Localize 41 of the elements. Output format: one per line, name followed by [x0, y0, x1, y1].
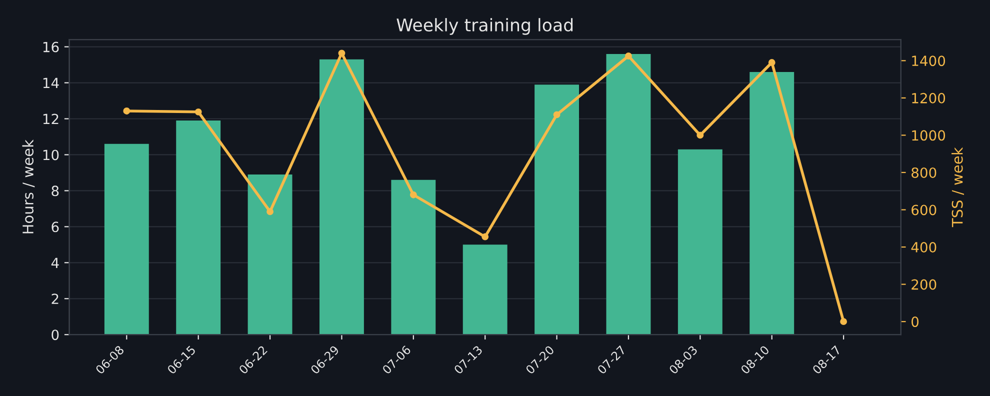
y2-tick-label: 1400 [912, 56, 946, 66]
y2-tick-label: 600 [912, 204, 936, 216]
y-tick-label: 0 [52, 330, 59, 340]
point [768, 59, 776, 66]
bar [176, 120, 221, 335]
point [123, 108, 130, 114]
bar [248, 174, 292, 335]
y-tick-label: 10 [43, 150, 59, 160]
y2-tick-label: 1000 [912, 130, 946, 141]
bar [606, 54, 651, 335]
y-tick-label: 8 [52, 186, 59, 196]
bar [319, 59, 364, 335]
y2-tick-label: 200 [912, 279, 936, 290]
y-tick-label: 6 [52, 222, 59, 232]
y-tick-label: 16 [43, 42, 59, 52]
y2-tick-label: 800 [912, 167, 936, 178]
point [553, 111, 560, 118]
point [338, 50, 346, 57]
y2-tick-label: 0 [912, 316, 919, 328]
point [625, 52, 632, 60]
point [194, 108, 202, 116]
y2-tick-label: 1200 [912, 92, 946, 104]
y2-axis-title: TSS / week [952, 147, 964, 228]
point [266, 208, 274, 216]
point [696, 132, 704, 139]
bar [750, 72, 794, 335]
chart-title: Weekly training load [396, 18, 573, 35]
point [482, 233, 489, 240]
point [840, 318, 848, 326]
bar [462, 244, 508, 335]
y-tick-label: 2 [52, 294, 58, 304]
y2-tick-label: 400 [911, 242, 936, 252]
bar [104, 144, 149, 335]
y-tick-label: 14 [43, 78, 59, 88]
y-tick-label: 4 [51, 258, 59, 268]
point [410, 191, 417, 198]
bar [678, 149, 722, 335]
y-tick-label: 12 [43, 114, 58, 124]
bar [534, 84, 580, 335]
y-axis-title: Hours / week [22, 140, 35, 234]
bar [391, 180, 436, 335]
